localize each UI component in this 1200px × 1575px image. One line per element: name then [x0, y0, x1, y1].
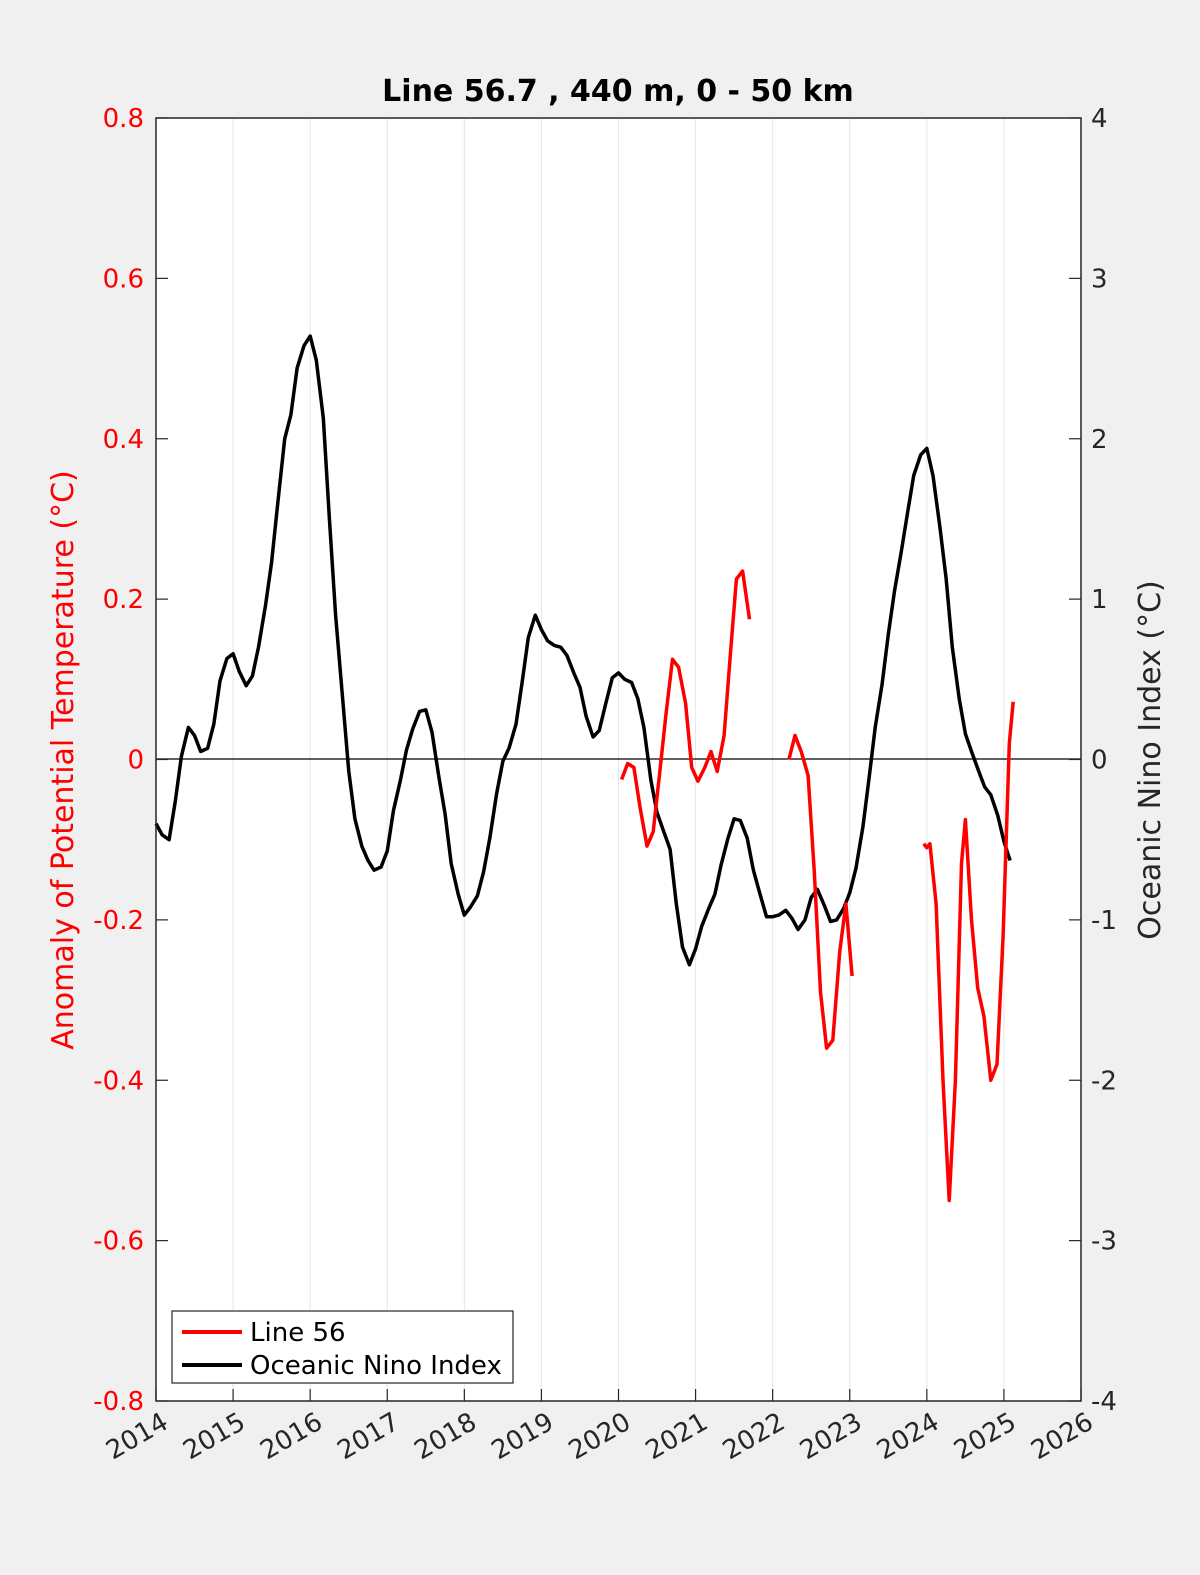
left-y-axis: -0.8 -0.6 -0.4 -0.2 0 0.2 0.4 0.6 0.8 — [93, 104, 168, 1417]
legend: Line 56 Oceanic Nino Index — [171, 1310, 514, 1384]
legend-label-line-56: Line 56 — [250, 1318, 346, 1348]
left-tick-label: -0.4 — [93, 1066, 144, 1096]
x-tick-label: 2023 — [795, 1407, 867, 1466]
left-tick-label: -0.8 — [93, 1387, 144, 1417]
series-line-oceanic-nino-index — [154, 334, 1012, 967]
x-tick-label: 2016 — [255, 1407, 327, 1466]
x-tick-label: 2018 — [410, 1407, 482, 1466]
left-tick-label: -0.2 — [93, 906, 144, 936]
left-tick-label: 0.8 — [103, 104, 144, 134]
series-line-line-56-segment-3 — [922, 701, 1015, 1203]
chart-title: Line 56.7 , 440 m, 0 - 50 km — [382, 74, 854, 109]
x-tick-label: 2020 — [564, 1407, 636, 1466]
x-tick-label: 2017 — [332, 1407, 404, 1466]
series-lines — [154, 334, 1015, 1203]
series-line-line-56-segment-2 — [787, 733, 854, 1050]
right-tick-label: -4 — [1091, 1387, 1117, 1417]
right-tick-label: 3 — [1091, 264, 1108, 294]
right-tick-label: 2 — [1091, 425, 1108, 455]
left-tick-label: 0.2 — [103, 585, 144, 615]
right-tick-label: -1 — [1091, 906, 1117, 936]
left-tick-label: -0.6 — [93, 1227, 144, 1257]
right-tick-label: 0 — [1091, 746, 1108, 776]
right-tick-label: -2 — [1091, 1066, 1117, 1096]
right-tick-label: 1 — [1091, 585, 1108, 615]
series-line-line-56-segment-1 — [619, 569, 752, 848]
x-tick-label: 2026 — [1026, 1407, 1098, 1466]
x-tick-label: 2024 — [872, 1407, 944, 1466]
legend-box — [171, 1310, 514, 1384]
x-tick-label: 2015 — [178, 1407, 250, 1466]
right-tick-label: -3 — [1091, 1227, 1117, 1257]
legend-label-oni: Oceanic Nino Index — [250, 1351, 502, 1381]
x-tick-label: 2022 — [718, 1407, 790, 1466]
left-tick-label: 0.4 — [103, 425, 144, 455]
right-y-axis-label: Oceanic Nino Index (°C) — [1133, 580, 1168, 940]
left-tick-label: 0.6 — [103, 264, 144, 294]
right-tick-label: 4 — [1091, 104, 1108, 134]
x-tick-label: 2019 — [487, 1407, 559, 1466]
x-tick-label: 2021 — [641, 1407, 713, 1466]
left-tick-label: 0 — [127, 746, 144, 776]
right-y-axis: -4 -3 -2 -1 0 1 2 3 4 — [1069, 104, 1117, 1417]
left-y-axis-label: Anomaly of Potential Temperature (°C) — [46, 470, 81, 1049]
x-tick-label: 2025 — [949, 1407, 1021, 1466]
